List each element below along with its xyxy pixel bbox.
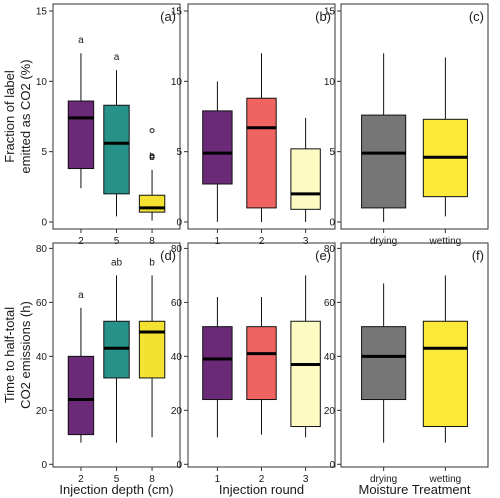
y-tick-label: 15 (171, 7, 183, 18)
y-axis-title-line: emitted as CO2 (%) (18, 59, 33, 173)
y-tick-label: 10 (36, 77, 48, 88)
x-tick-label: 5 (114, 236, 120, 247)
y-tick-label: 80 (171, 244, 183, 255)
box (138, 320, 166, 379)
x-tick-label: 2 (259, 236, 265, 247)
significance-letter: b (149, 257, 155, 268)
y-tick-label: 80 (324, 244, 336, 255)
y-tick-label: 40 (324, 352, 336, 363)
box (361, 326, 407, 401)
box (290, 320, 321, 428)
significance-letter: a (114, 52, 120, 63)
y-tick-label: 0 (41, 460, 47, 471)
x-tick-label: wetting (429, 236, 462, 247)
box (67, 100, 95, 170)
panel-label: (f) (472, 248, 484, 263)
y-tick-label: 15 (324, 7, 336, 18)
panel-d: 0 20 40 60 80 2 a 5 ab 8 b (d) Time to half-total CO2… (2, 242, 181, 497)
outlier-point (149, 153, 155, 159)
panel-frame (340, 242, 489, 468)
x-tick-label: 8 (149, 474, 155, 485)
y-tick-label: 0 (329, 460, 335, 471)
y-tick-label: 20 (324, 406, 336, 417)
x-tick-label: 8 (149, 236, 155, 247)
box (246, 97, 277, 209)
panel-label: (b) (315, 9, 331, 24)
y-tick-label: 5 (329, 147, 335, 158)
box (422, 320, 468, 428)
y-tick-label: 5 (176, 147, 182, 158)
x-tick-label: wetting (429, 474, 462, 485)
y-tick-label: 80 (36, 244, 48, 255)
panel-e: 0 20 40 60 80 1 2 3 (e) Injection round (171, 242, 336, 497)
y-tick-label: 0 (329, 217, 335, 228)
panel-b: 0 5 10 15 1 2 3 (b) (171, 3, 336, 247)
box (246, 326, 277, 401)
x-tick-label: 2 (78, 474, 84, 485)
x-tick-label: 5 (114, 474, 120, 485)
y-tick-label: 15 (36, 7, 48, 18)
x-tick-label: drying (370, 236, 397, 247)
y-tick-label: 60 (324, 298, 336, 309)
y-tick-label: 60 (171, 298, 183, 309)
x-tick-label: 1 (215, 236, 221, 247)
y-tick-label: 40 (36, 352, 48, 363)
x-tick-label: drying (370, 474, 397, 485)
panel-label: (a) (160, 9, 176, 24)
x-tick-label: 1 (215, 474, 221, 485)
x-tick-label: 2 (259, 474, 265, 485)
panel-frame (340, 3, 489, 230)
box (103, 104, 130, 195)
panel-a: 0 5 10 15 2 a 5 a 8 b (a) Fraction of label emitted … (2, 3, 181, 247)
box (202, 110, 233, 185)
y-tick-label: 5 (41, 147, 47, 158)
y-tick-label: 20 (36, 406, 48, 417)
y-axis-title-line: Fraction of label (2, 70, 17, 163)
panel-label: (d) (160, 248, 176, 263)
box (361, 114, 407, 209)
x-axis-title: Injection round (219, 482, 304, 497)
significance-letter: ab (111, 257, 123, 268)
y-axis-title-line: Time to half-total (2, 307, 17, 403)
significance-letter: a (78, 35, 84, 46)
x-axis-title: Injection depth (cm) (59, 482, 173, 497)
y-tick-label: 0 (176, 460, 182, 471)
significance-letter: b (149, 152, 155, 163)
x-tick-label: 3 (303, 236, 309, 247)
y-tick-label: 20 (171, 406, 183, 417)
outlier-point (149, 128, 155, 134)
box (290, 148, 321, 210)
y-tick-label: 0 (176, 217, 182, 228)
x-axis-title: Moisture Treatment (359, 482, 471, 497)
box (67, 355, 95, 436)
panel-c: 0 5 10 15 drying wetting (c) (324, 3, 489, 247)
y-tick-label: 10 (171, 77, 183, 88)
panel-label: (c) (469, 9, 484, 24)
y-tick-label: 60 (36, 298, 48, 309)
x-tick-label: 3 (303, 474, 309, 485)
y-tick-label: 0 (41, 217, 47, 228)
y-tick-label: 10 (324, 77, 336, 88)
panel-label: (e) (315, 248, 331, 263)
x-tick-label: 2 (78, 236, 84, 247)
box (138, 194, 166, 213)
box (202, 326, 233, 401)
significance-letter: a (78, 290, 84, 301)
panel-f: 0 20 40 60 80 drying wetting (f) Moisture Treatm… (324, 242, 489, 497)
y-tick-label: 40 (171, 352, 183, 363)
y-axis-title-line: CO2 emissions (h) (18, 301, 33, 409)
